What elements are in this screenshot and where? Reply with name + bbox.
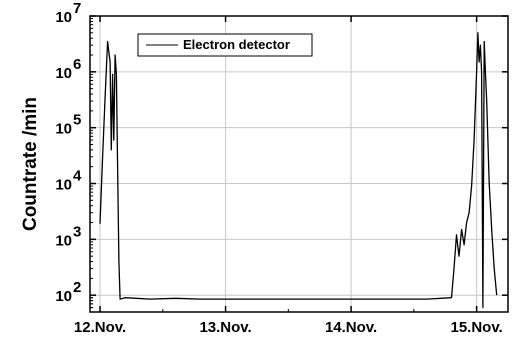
y-tick-label: 104 [55, 168, 82, 194]
y-tick-label-exponent: 4 [73, 168, 82, 185]
series-line-electron-detector [99, 32, 498, 309]
legend-box [137, 33, 313, 57]
y-tick-label: 106 [55, 56, 81, 82]
plot-frame [89, 15, 509, 313]
x-tick-label: 14.Nov. [325, 319, 377, 336]
legend-label-electron-detector: Electron detector [183, 37, 290, 52]
y-axis-title: Countrate /min [20, 97, 41, 231]
grid-lines [90, 15, 508, 312]
y-tick-label-exponent: 3 [73, 223, 81, 240]
y-tick-label-base: 10 [55, 232, 72, 249]
axis-ticks [90, 15, 508, 313]
legend: Electron detector [137, 33, 313, 57]
y-tick-label: 102 [55, 279, 81, 305]
x-tick-label: 13.Nov. [199, 319, 251, 336]
x-tick-label: 15.Nov. [450, 319, 502, 336]
y-tick-label: 105 [55, 112, 81, 138]
x-tick-label: 12.Nov. [74, 319, 126, 336]
y-tick-label-exponent: 6 [73, 56, 81, 73]
y-tick-label-base: 10 [55, 121, 72, 138]
x-tick-labels: 12.Nov. 13.Nov. 14.Nov. 15.Nov. [74, 319, 503, 336]
y-tick-label-base: 10 [55, 9, 72, 26]
y-tick-label-exponent: 5 [73, 112, 81, 129]
y-tick-label-base: 10 [55, 65, 72, 82]
y-tick-label: 103 [55, 223, 81, 249]
y-tick-label-exponent: 2 [73, 279, 81, 296]
y-tick-label-base: 10 [55, 288, 72, 305]
y-tick-label-exponent: 7 [73, 0, 81, 17]
y-tick-label: 107 [55, 0, 81, 26]
series-layer [99, 32, 498, 309]
y-tick-label-base: 10 [55, 177, 72, 194]
